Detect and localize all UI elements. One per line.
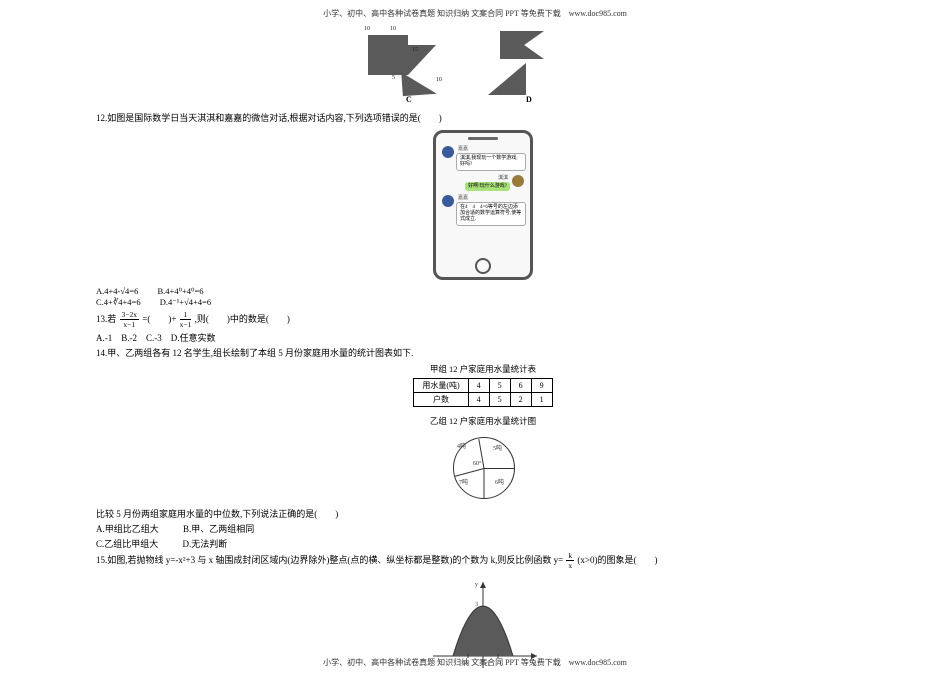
shape-c-tri2: [401, 70, 437, 96]
q14-th-water: 用水量(吨): [414, 378, 468, 392]
pie-line-1: [484, 468, 514, 469]
pie-line-2: [484, 468, 485, 498]
avatar-jiajia-1: [442, 146, 454, 158]
pie-lbl-c: 6吨: [495, 477, 504, 486]
shape-c-label: C: [406, 95, 412, 104]
q13-suffix: ,则( )中的数是( ): [195, 314, 290, 324]
q15-fnum: k: [566, 552, 574, 562]
q13-mid: =( )+: [142, 314, 176, 324]
axis-3: 3: [475, 602, 478, 608]
q14-pie-title: 乙组 12 户家庭用水量统计图: [368, 415, 598, 427]
chat-msg-2: 好啊!玩什么游戏?: [465, 182, 510, 192]
q12-optD: D.4⁻¹+√4+4=6: [160, 297, 211, 307]
q14-r3: 1: [531, 392, 552, 406]
dim-5: 5: [392, 75, 395, 81]
q15-frac: k x: [566, 552, 574, 570]
q13-den1: x−1: [120, 320, 139, 329]
q14-options-row2: C.乙组比甲组大 D.无法判断: [96, 537, 870, 550]
q14-c3: 9: [531, 378, 552, 392]
chat-name-3: 嘉嘉: [458, 194, 526, 201]
chat-msg-3: 在4 4 4=6等号的左边添加合适的数学运算符号,使等式成立.: [456, 202, 526, 225]
q14-th-count: 户数: [414, 392, 468, 406]
pie-lbl-d: 7吨: [459, 477, 468, 486]
q14-right-block: 甲组 12 户家庭用水量统计表 用水量(吨) 4 5 6 9 户数 4 5 2 …: [368, 363, 598, 503]
q14-table: 用水量(吨) 4 5 6 9 户数 4 5 2 1: [413, 378, 552, 407]
q14-question: 比较 5 月份两组家庭用水量的中位数,下列说法正确的是( ): [96, 507, 870, 520]
pie-lbl-b: 5吨: [493, 443, 502, 452]
q12-text: 12.如图是国际数学日当天淇淇和嘉嘉的微信对话,根据对话内容,下列选项错误的是(…: [96, 111, 870, 124]
axis-y: y: [475, 582, 478, 588]
topshapes-figure: 10 10 15 5 10 C D: [360, 27, 590, 109]
q12-options: A.4+4-√4=6 B.4+4⁰+4⁰=6 C.4+∛4+4=6 D.4⁻¹+…: [96, 286, 870, 309]
q14-optC: C.乙组比甲组大: [96, 539, 158, 549]
q14-c1: 5: [489, 378, 510, 392]
q14-c0: 4: [468, 378, 489, 392]
avatar-qiqi: [512, 175, 524, 187]
chat-msg-1: 淇淇,我现玩一个数学游戏,好吗?: [456, 153, 526, 171]
q12-optA: A.4+4-√4=6: [96, 286, 138, 296]
shape-d-flag: [500, 31, 544, 59]
phone-speaker: [468, 137, 498, 140]
q15-line: 15.如图,若抛物线 y=-x²+3 与 x 轴围成封闭区域内(边界除外)整点(…: [96, 552, 870, 570]
q13-den2: x−1: [180, 320, 192, 329]
q13-frac1: 3−2x x−1: [120, 311, 139, 329]
q14-c2: 6: [510, 378, 531, 392]
shape-d-tri: [488, 63, 526, 95]
chat-name-1: 嘉嘉: [458, 145, 526, 152]
phone-home-button: [475, 258, 491, 274]
q13-line: 13.若 3−2x x−1 =( )+ 1 x−1 ,则( )中的数是( ): [96, 311, 870, 329]
q14-r0: 4: [468, 392, 489, 406]
pie-lbl-deg: 60°: [473, 461, 481, 467]
q14-optD: D.无法判断: [183, 539, 228, 549]
q13-num1: 3−2x: [120, 311, 139, 321]
q14-optA: A.甲组比乙组大: [96, 524, 159, 534]
avatar-jiajia-2: [442, 195, 454, 207]
page-header: 小学、初中、高中各种试卷真题 知识归纳 文案合同 PPT 等免费下载 www.d…: [0, 8, 950, 19]
q12-optC: C.4+∛4+4=6: [96, 297, 141, 307]
pie-lbl-a: 4吨: [457, 441, 466, 450]
q12-optB: B.4+4⁰+4⁰=6: [158, 286, 204, 296]
shape-c-square: [368, 35, 408, 75]
q13-frac2: 1 x−1: [180, 311, 192, 329]
dim-10b: 10: [390, 26, 396, 32]
q13-options: A.-1 B.-2 C.-3 D.任意实数: [96, 331, 870, 344]
phone-mockup: 嘉嘉 淇淇,我现玩一个数学游戏,好吗? 淇淇 好啊!玩什么游戏? 嘉嘉 在4 4…: [433, 130, 533, 280]
dim-10c: 10: [436, 77, 442, 83]
q15-prefix: 15.如图,若抛物线 y=-x²+3 与 x 轴围成封闭区域内(边界除外)整点(…: [96, 555, 563, 565]
q14-pie: 4吨 5吨 6吨 7吨 60°: [433, 433, 533, 503]
q15-fden: x: [566, 561, 574, 570]
q14-text: 14.甲、乙两组各有 12 名学生,组长绘制了本组 5 月份家庭用水量的统计图表…: [96, 346, 870, 359]
q14-table-title: 甲组 12 户家庭用水量统计表: [368, 363, 598, 375]
chat-area: 嘉嘉 淇淇,我现玩一个数学游戏,好吗? 淇淇 好啊!玩什么游戏? 嘉嘉 在4 4…: [440, 145, 526, 257]
shape-d-label: D: [526, 95, 532, 104]
chat-name-2: 淇淇: [467, 174, 508, 181]
q14-r1: 5: [489, 392, 510, 406]
page-footer: 小学、初中、高中各种试卷真题 知识归纳 文案合同 PPT 等免费下载 www.d…: [0, 657, 950, 668]
q14-options-row1: A.甲组比乙组大 B.甲、乙两组相同: [96, 522, 870, 535]
dim-15: 15: [412, 47, 418, 53]
q14-optB: B.甲、乙两组相同: [183, 524, 254, 534]
q15-suffix: (x>0)的图象是( ): [577, 555, 657, 565]
q13-num2: 1: [180, 311, 192, 321]
dim-10a: 10: [364, 26, 370, 32]
pie-line-3: [455, 468, 484, 477]
q13-prefix: 13.若: [96, 314, 116, 324]
q14-r2: 2: [510, 392, 531, 406]
